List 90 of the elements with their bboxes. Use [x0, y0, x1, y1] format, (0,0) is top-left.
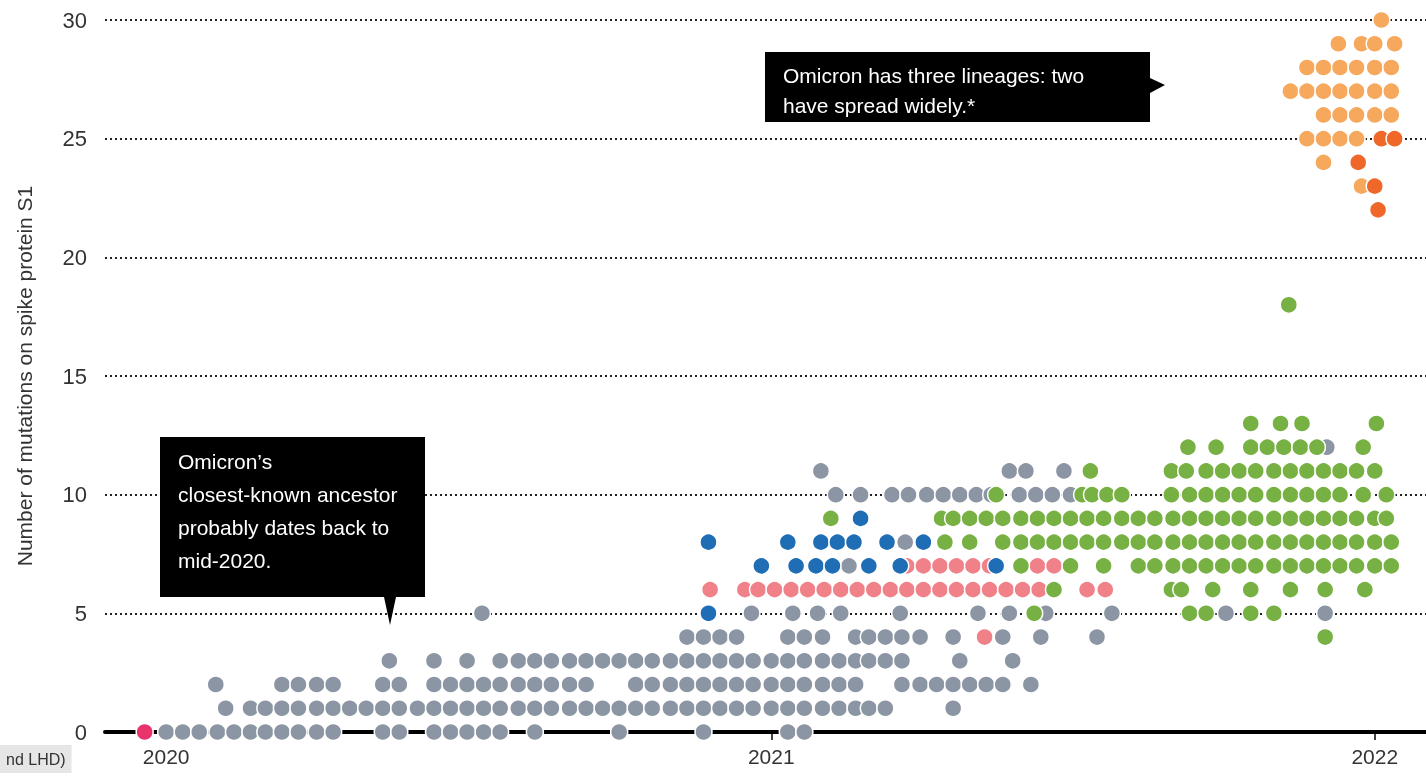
point: [859, 556, 879, 576]
y-axis-title: Number of mutations on spike protein S1: [13, 185, 36, 567]
point: [1314, 105, 1333, 125]
point: [1347, 81, 1366, 101]
point: [996, 580, 1016, 599]
y-tick-label: 5: [74, 600, 87, 626]
point: [798, 580, 817, 599]
point: [1329, 34, 1348, 53]
point: [1382, 81, 1401, 101]
point: [1297, 129, 1317, 148]
x-tick-label: 2022: [1351, 745, 1399, 768]
point: [1382, 105, 1401, 125]
point: [1044, 556, 1064, 576]
point: [963, 580, 983, 599]
point: [1365, 34, 1384, 53]
point: [914, 580, 933, 599]
point: [1281, 81, 1300, 101]
point: [881, 580, 900, 599]
point: [1365, 81, 1384, 101]
point: [1385, 129, 1404, 148]
point: [823, 556, 842, 576]
y-tick-label: 0: [74, 719, 87, 745]
point: [1314, 129, 1333, 148]
point: [1330, 105, 1350, 125]
point: [1365, 176, 1384, 196]
x-tick-label: 2021: [747, 745, 795, 768]
point: [848, 580, 867, 599]
point: [786, 556, 806, 576]
point: [806, 556, 826, 576]
text: nd LHD): [6, 750, 66, 768]
point: [1385, 34, 1404, 53]
point: [1297, 81, 1317, 101]
point: [135, 722, 154, 742]
point: [930, 580, 950, 599]
point: [1347, 105, 1366, 125]
point: [877, 532, 897, 552]
y-tick-label: 25: [62, 126, 87, 152]
point: [1314, 153, 1333, 172]
point: [1347, 58, 1366, 77]
point: [1297, 58, 1317, 77]
point: [1365, 58, 1384, 77]
point: [986, 556, 1006, 576]
point: [1372, 10, 1391, 30]
point: [844, 532, 864, 552]
point: [748, 580, 768, 599]
point: [947, 580, 966, 599]
point: [980, 580, 999, 599]
point: [1028, 556, 1047, 576]
point: [1029, 580, 1049, 599]
y-tick-label: 30: [62, 7, 87, 33]
point: [1330, 58, 1350, 77]
y-tick-label: 15: [62, 363, 87, 389]
point: [891, 556, 910, 576]
point: [814, 580, 834, 599]
point: [914, 532, 933, 552]
point: [864, 580, 884, 599]
point: [1365, 105, 1384, 125]
point: [1314, 81, 1333, 101]
point: [1330, 129, 1350, 148]
point: [1077, 580, 1097, 599]
point: [963, 556, 983, 576]
point: [828, 532, 847, 552]
point: [699, 532, 718, 552]
point: [947, 556, 966, 576]
point: [897, 580, 917, 599]
point: [1368, 200, 1388, 220]
x-tick-label: 2020: [142, 745, 190, 768]
point: [914, 556, 933, 576]
annotation: Omicron has three lineages: two have spread widely.*: [783, 63, 1090, 117]
point: [831, 580, 850, 599]
point: [1013, 580, 1032, 599]
point: [975, 627, 994, 647]
point: [1348, 153, 1368, 172]
annotation: Omicron’s closest-known ancestor probably dates back to mid-2020.: [178, 450, 404, 572]
point: [781, 580, 801, 599]
point: [811, 532, 831, 552]
point: [1347, 129, 1366, 148]
point: [700, 580, 720, 599]
y-tick-label: 10: [62, 482, 87, 508]
point: [930, 556, 950, 576]
y-tick-label: 20: [62, 244, 87, 270]
point: [699, 604, 718, 623]
point: [765, 580, 784, 599]
point: [1330, 81, 1350, 101]
point: [1314, 58, 1333, 77]
point: [778, 532, 798, 552]
point: [1382, 58, 1401, 77]
point: [851, 509, 870, 528]
point: [1096, 580, 1115, 599]
point: [752, 556, 771, 576]
